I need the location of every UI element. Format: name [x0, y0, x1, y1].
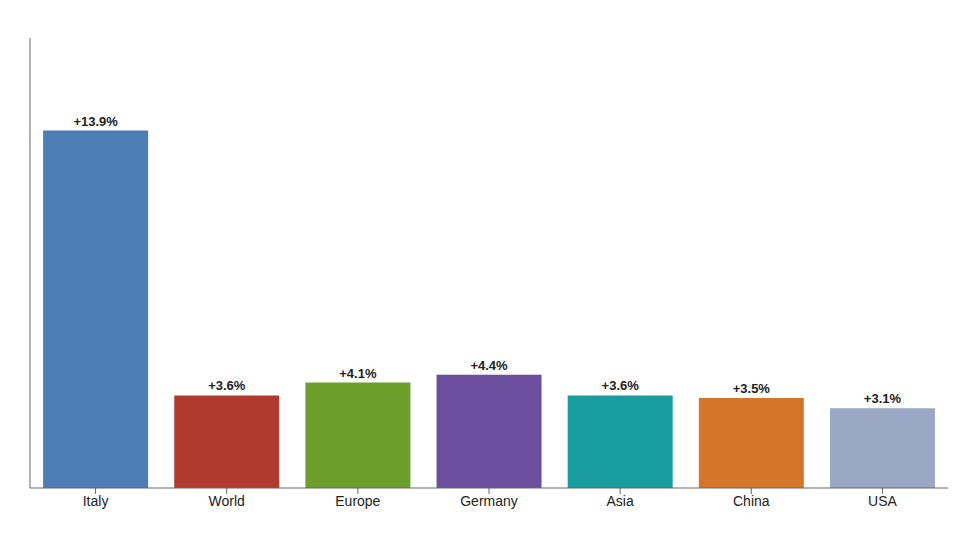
svg-text:+3.1%: +3.1%: [864, 391, 902, 406]
svg-text:+3.5%: +3.5%: [733, 381, 771, 396]
svg-text:+3.6%: +3.6%: [602, 378, 640, 393]
svg-text:World: World: [209, 493, 245, 509]
svg-text:+13.9%: +13.9%: [73, 114, 118, 129]
svg-text:Europe: Europe: [335, 493, 380, 509]
svg-text:+3.6%: +3.6%: [208, 378, 246, 393]
svg-text:China: China: [733, 493, 770, 509]
svg-text:Germany: Germany: [460, 493, 518, 509]
svg-text:Italy: Italy: [83, 493, 109, 509]
svg-text:+4.4%: +4.4%: [470, 358, 508, 373]
svg-text:USA: USA: [868, 493, 897, 509]
svg-text:+4.1%: +4.1%: [339, 366, 377, 381]
svg-text:Asia: Asia: [607, 493, 634, 509]
